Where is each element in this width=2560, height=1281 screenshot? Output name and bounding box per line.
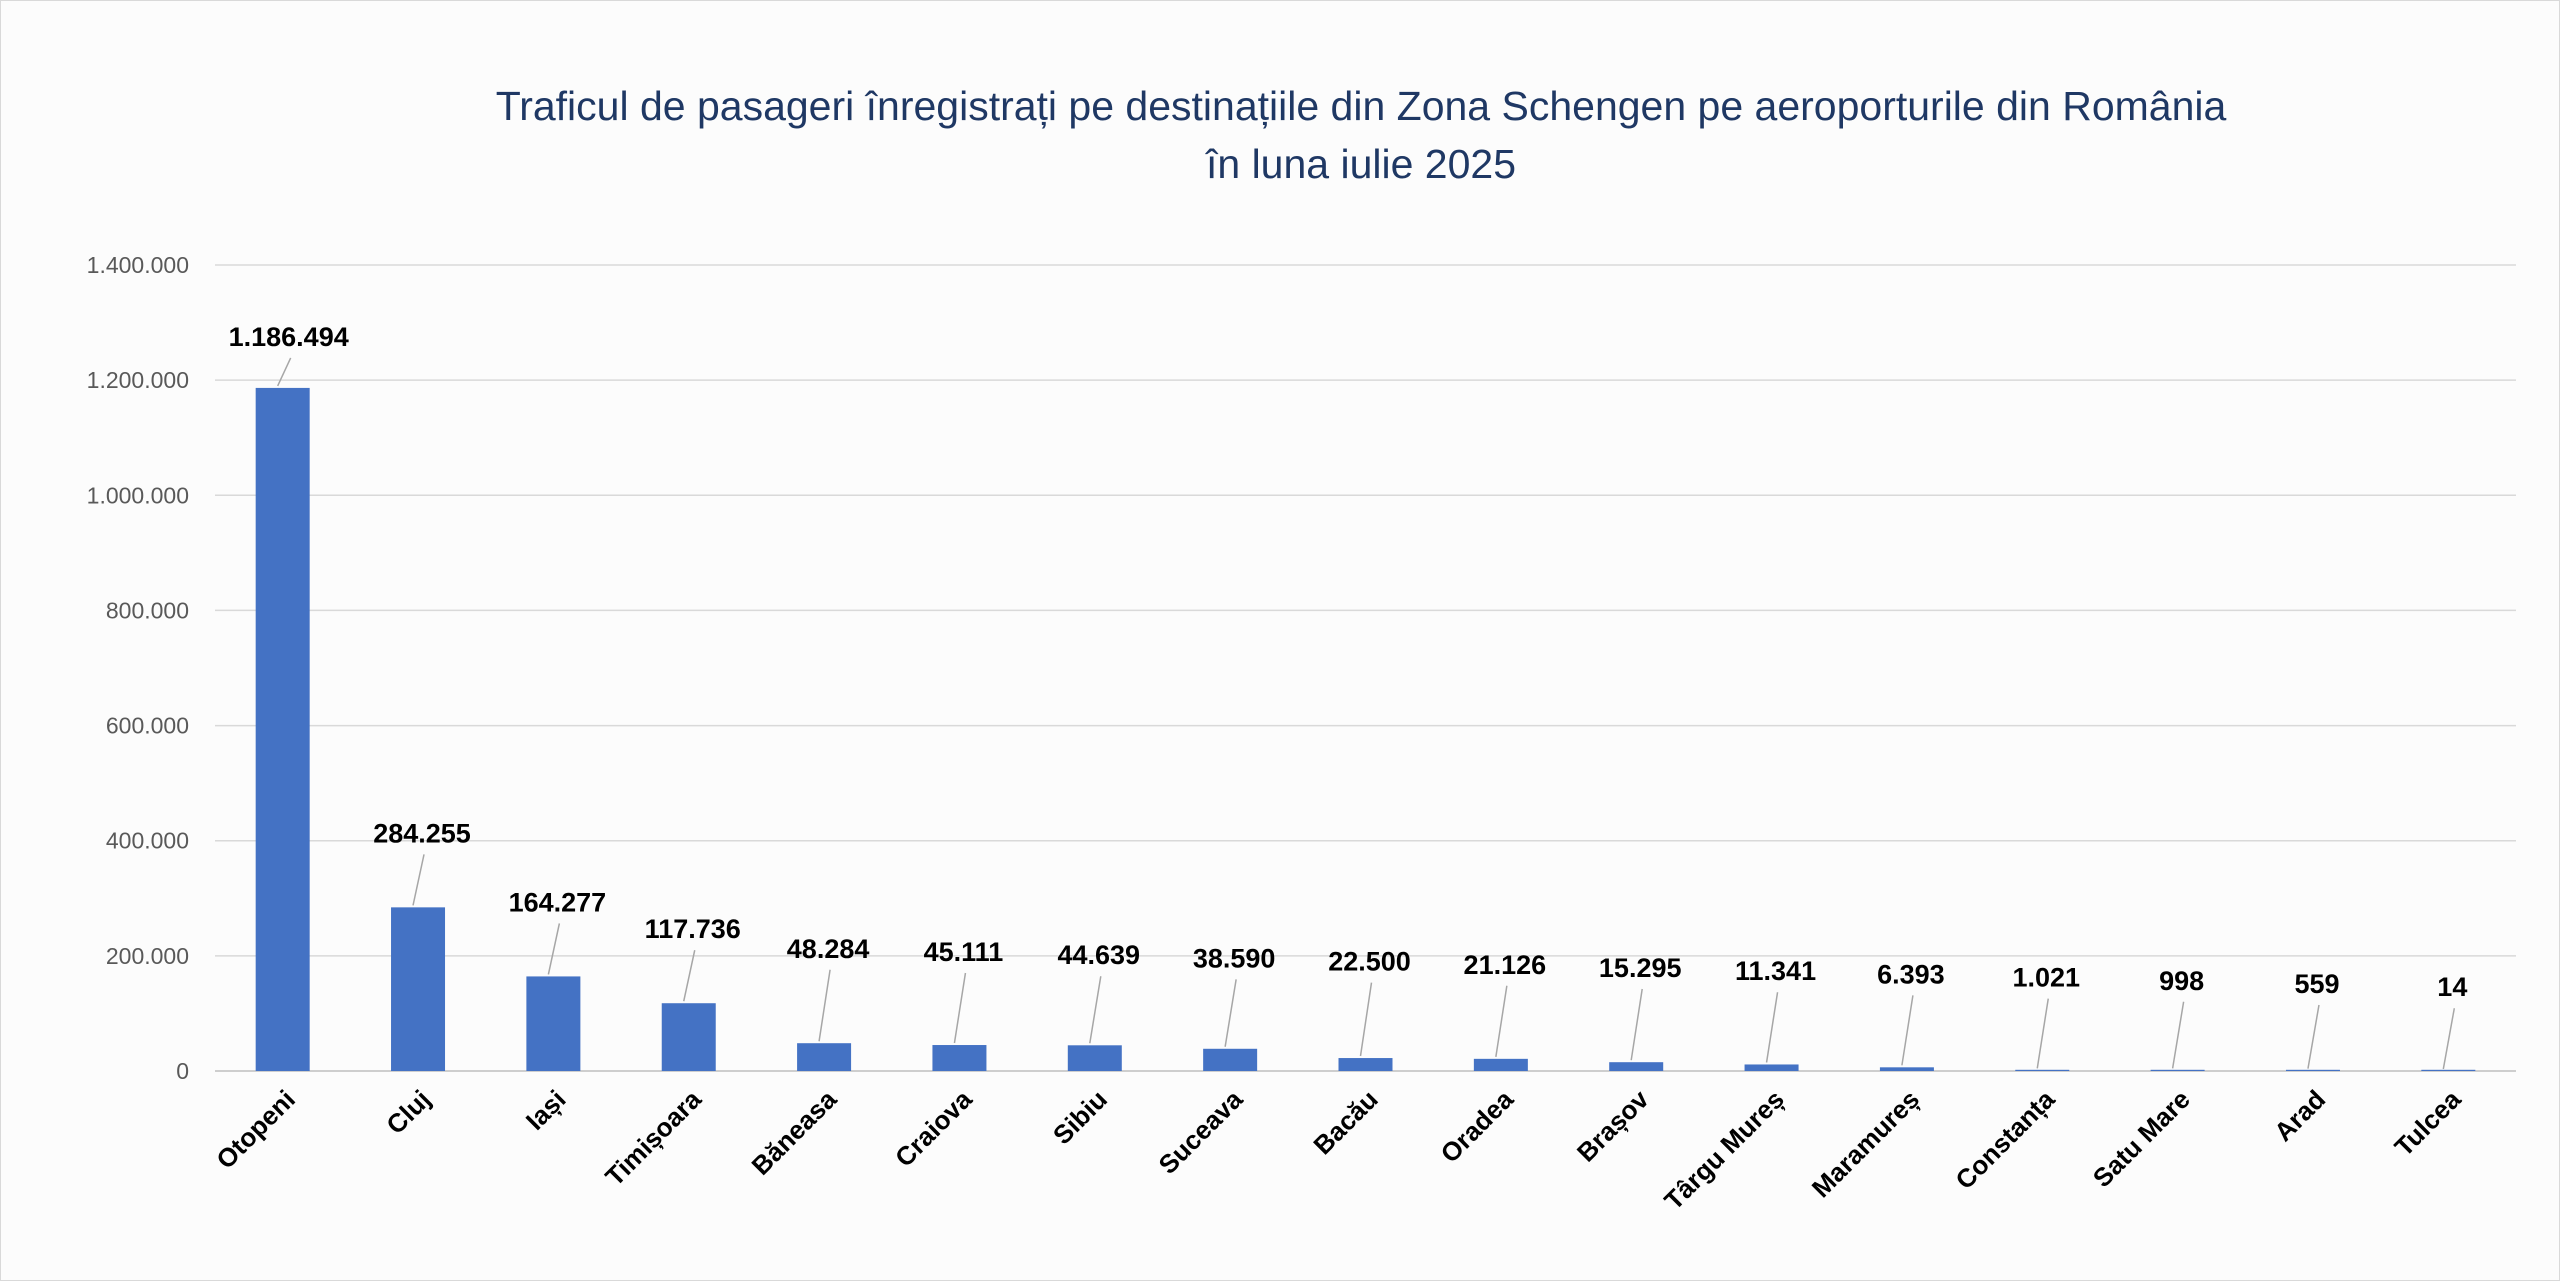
leader-line [2307,1004,2320,1069]
leader-line [1495,985,1508,1057]
x-tick-label: Constanța [1949,1084,2060,1195]
chart-title-line-2: în luna iulie 2025 [1205,141,1517,187]
x-tick-label: Oradea [1435,1084,1520,1169]
x-tick-label: Cluj [380,1084,436,1140]
y-tick-label: 0 [176,1058,189,1084]
y-tick-label: 1.400.000 [87,252,189,278]
bars [255,387,2476,1071]
x-tick-label: Craiova [889,1084,978,1173]
data-label-leader-lines [276,357,2456,1070]
chart-title-line-1: Traficul de pasageri înregistrați pe des… [495,83,2227,129]
x-tick-label: Iași [520,1084,572,1136]
data-label: 48.284 [787,934,870,964]
data-label: 1.021 [2012,963,2080,993]
leader-line [1901,995,1914,1066]
x-tick-label: Brașov [1571,1084,1655,1168]
bar [2015,1069,2070,1071]
bar [2421,1069,2476,1071]
y-tick-label: 1.200.000 [87,367,189,393]
leader-line [276,357,292,387]
data-label: 998 [2159,966,2204,996]
leader-line [2036,998,2050,1069]
bar [1338,1058,1393,1071]
x-tick-label: Satu Mare [2087,1084,2196,1193]
gridlines [215,264,2516,1072]
bar [1203,1048,1258,1071]
y-tick-label: 200.000 [106,943,189,969]
data-label: 117.736 [645,914,741,944]
y-tick-label: 600.000 [106,713,189,739]
data-label: 559 [2294,969,2339,999]
y-tick-label: 400.000 [106,828,189,854]
bar [661,1003,716,1071]
leader-line [547,923,561,975]
data-label: 11.341 [1735,956,1816,986]
bar [255,387,310,1071]
data-labels: 1.186.494 284.255 164.277 117.736 48.284 45.1… [229,322,2468,1002]
y-tick-label: 1.000.000 [87,482,189,508]
data-label: 164.277 [509,887,607,917]
leader-line [1630,988,1643,1061]
x-tick-label: Bacău [1307,1084,1383,1160]
x-tick-label: Maramureș [1806,1084,1925,1203]
bar [1879,1067,1934,1071]
leader-line [1089,976,1102,1044]
data-label: 15.295 [1599,953,1682,983]
leader-line [1765,992,1779,1063]
x-tick-label: Târgu Mureș [1658,1084,1790,1216]
leader-line [2442,1008,2456,1070]
data-label: 45.111 [924,937,1004,967]
y-tick-label: 800.000 [106,597,189,623]
bar [391,907,446,1071]
bar [526,976,581,1071]
bar [932,1045,987,1071]
bar [1609,1062,1664,1071]
x-tick-label: Timișoara [599,1084,707,1192]
leader-line [412,854,425,906]
x-tick-label: Arad [2268,1084,2331,1147]
leader-line [1224,979,1237,1047]
bar [1473,1058,1528,1071]
chart-title: Traficul de pasageri înregistrați pe des… [261,77,2461,193]
data-label: 14 [2437,972,2467,1002]
leader-line [1359,982,1373,1057]
leader-line [818,969,831,1042]
data-label: 44.639 [1057,940,1140,970]
bar [1744,1064,1799,1071]
data-label: 284.255 [373,818,471,848]
bar [2150,1069,2205,1071]
bar [797,1043,852,1071]
bar [2285,1069,2340,1071]
x-tick-label: Băneasa [745,1084,842,1181]
data-label: 21.126 [1464,950,1547,980]
leader-line [683,950,696,1002]
x-tick-label: Sibiu [1047,1084,1113,1150]
x-tick-label: Suceava [1153,1084,1249,1180]
leader-line [953,972,967,1044]
data-label: 22.500 [1328,947,1411,977]
data-label: 38.590 [1193,943,1276,973]
bar [1067,1045,1122,1071]
data-label: 6.393 [1877,959,1945,989]
x-tick-label: Tulcea [2388,1084,2466,1162]
x-axis-ticks: Otopeni Cluj Iași Timișoara Băneasa Craiova Si… [210,1084,2467,1216]
x-tick-label: Otopeni [210,1084,301,1175]
data-label: 1.186.494 [229,322,349,352]
y-axis-ticks: 0 200.000 400.000 600.000 800.000 1.000.000 1.… [87,252,189,1084]
leader-line [2171,1001,2185,1069]
